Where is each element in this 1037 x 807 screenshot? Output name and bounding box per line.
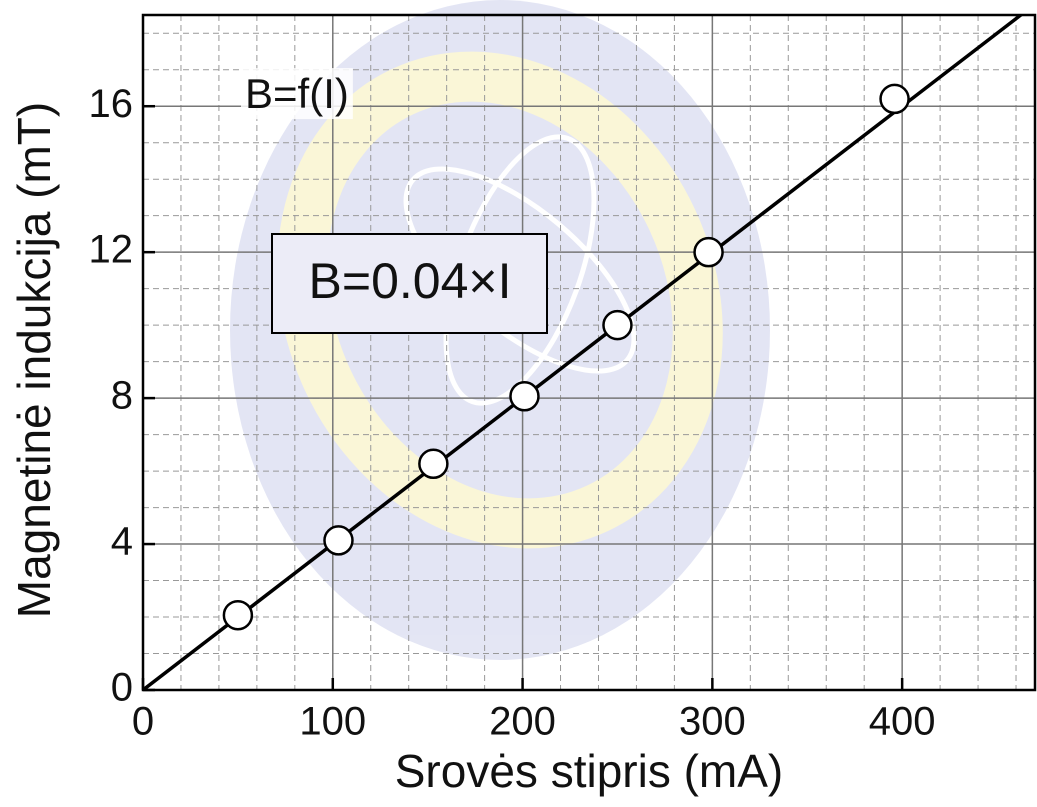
data-point (509, 381, 540, 412)
equation-box (271, 233, 548, 334)
equation: B=0.04×I (309, 253, 512, 309)
x-tick-label: 100 (299, 700, 366, 744)
annotation-background (241, 68, 353, 120)
data-point (222, 599, 254, 631)
fit-line (143, 15, 1024, 690)
data-point (693, 236, 724, 268)
plot-frame (141, 13, 1037, 692)
x-tick-label: 400 (869, 700, 936, 744)
y-tick-label: 0 (111, 666, 133, 710)
y-tick-label: 8 (111, 374, 133, 418)
x-tick-label: 300 (679, 700, 746, 744)
annotation: B=f(I) (245, 70, 349, 117)
x-axis-label: Srovės stipris (mA) (395, 745, 783, 797)
x-tick-label: 0 (132, 700, 154, 744)
y-tick-label: 4 (111, 520, 133, 564)
data-point (323, 525, 354, 556)
x-tick-label: 200 (489, 700, 556, 744)
y-tick-label: 12 (89, 228, 134, 272)
y-tick-label: 16 (89, 82, 134, 126)
y-axis-label: Magnetinė indukcija (mT) (8, 102, 60, 618)
data-point (879, 83, 910, 115)
data-point (602, 309, 633, 341)
data-point (418, 448, 449, 480)
